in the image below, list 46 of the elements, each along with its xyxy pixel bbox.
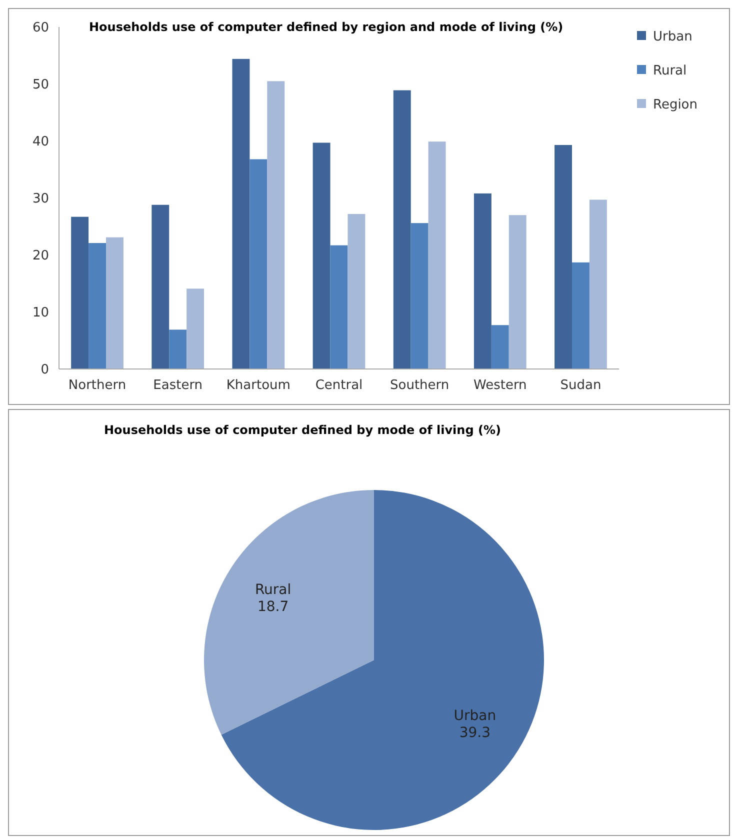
y-tick-label: 30 <box>32 192 49 207</box>
bar <box>554 144 572 369</box>
chart-title: Households use of computer defined by region and mode of living (%) <box>89 20 564 34</box>
bar <box>508 215 526 369</box>
bar <box>169 330 187 369</box>
data-label: 18.7 <box>257 599 289 615</box>
bar <box>572 262 590 369</box>
bar <box>312 142 330 369</box>
x-tick-label: Central <box>315 378 363 393</box>
bar <box>474 193 492 369</box>
bar <box>152 204 170 369</box>
bar <box>348 214 366 369</box>
y-tick-label: 20 <box>32 248 49 264</box>
x-tick-label: Sudan <box>560 378 602 393</box>
legend-label: Urban <box>653 30 692 45</box>
legend-label: Rural <box>653 64 687 79</box>
bar <box>267 81 285 369</box>
bar <box>250 159 268 369</box>
y-tick-label: 0 <box>40 362 49 378</box>
data-label: 39.3 <box>459 725 491 741</box>
bar <box>393 90 411 369</box>
bar <box>589 200 607 369</box>
bar <box>428 142 446 369</box>
bar <box>232 58 250 369</box>
legend-label: Region <box>653 98 698 113</box>
y-tick-label: 10 <box>32 306 49 321</box>
x-tick-label: Southern <box>390 378 450 393</box>
y-tick-label: 60 <box>32 20 49 36</box>
bar <box>330 245 348 369</box>
slice-label: Urban <box>454 708 496 724</box>
y-tick-label: 50 <box>32 78 49 93</box>
x-tick-label: Khartoum <box>226 378 290 393</box>
x-tick-label: Eastern <box>153 378 203 393</box>
bar <box>410 223 428 369</box>
bar <box>88 243 106 369</box>
x-tick-label: Northern <box>68 378 126 393</box>
slice-label: Rural <box>254 582 292 598</box>
chart-title: Households use of computer defined by mode of living (%) <box>104 423 501 437</box>
bar <box>186 288 204 369</box>
bar <box>491 325 509 369</box>
x-tick-label: Western <box>473 378 527 393</box>
bar <box>71 216 89 369</box>
pie-slice <box>204 490 374 735</box>
y-tick-label: 40 <box>32 134 49 150</box>
pie-slice <box>221 490 544 830</box>
bar <box>106 237 124 369</box>
